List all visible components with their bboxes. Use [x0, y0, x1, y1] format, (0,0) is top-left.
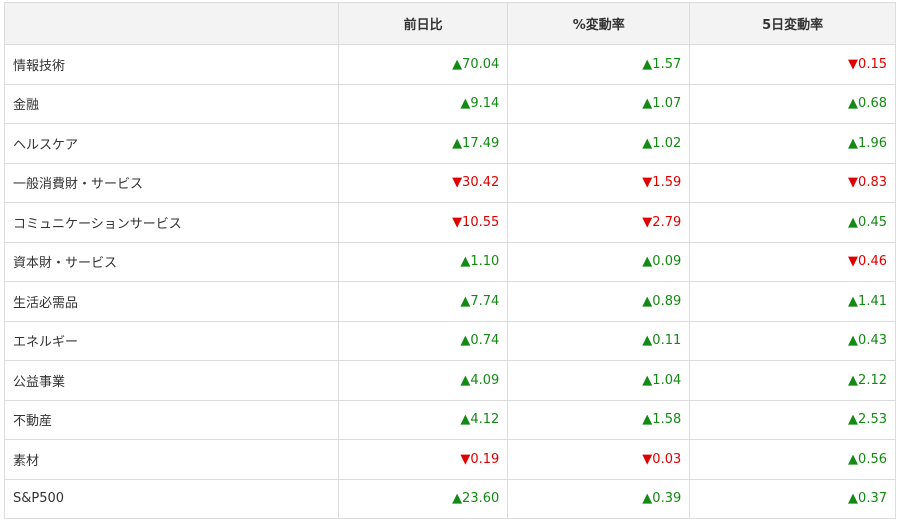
change-value: ▲0.45 [689, 202, 896, 243]
change-value: ▼30.42 [337, 162, 509, 203]
change-value: ▼10.55 [337, 202, 509, 243]
sector-name: 資本財・サービス [4, 241, 339, 282]
change-value: ▲0.68 [689, 83, 896, 124]
table-row: 素材 ▼0.19 ▼0.03 ▲0.56 [4, 439, 896, 480]
header-row: 前日比 %変動率 5日変動率 [4, 2, 896, 45]
change-value: ▲0.11 [507, 320, 691, 361]
change-value: ▼0.46 [689, 241, 896, 282]
change-value: ▲2.53 [689, 399, 896, 440]
change-value: ▲0.39 [507, 478, 691, 519]
sector-table: 前日比 %変動率 5日変動率 情報技術 ▲70.04 ▲1.57 ▼0.15 金融 ▲9.14… [4, 2, 896, 519]
change-value: ▲1.10 [337, 241, 509, 282]
table-body: 情報技術 ▲70.04 ▲1.57 ▼0.15 金融 ▲9.14 ▲1.07 ▲0.68 ヘルス… [4, 44, 896, 519]
sector-name: エネルギー [4, 320, 339, 361]
sector-name: ヘルスケア [4, 123, 339, 164]
change-value: ▲1.57 [507, 44, 691, 85]
table-row: 生活必需品 ▲7.74 ▲0.89 ▲1.41 [4, 281, 896, 322]
sector-name: S&P500 [4, 478, 339, 519]
table-row: 金融 ▲9.14 ▲1.07 ▲0.68 [4, 83, 896, 124]
sector-name: 生活必需品 [4, 281, 339, 322]
change-value: ▲1.58 [507, 399, 691, 440]
column-header: 前日比 [337, 2, 509, 45]
table-row: ヘルスケア ▲17.49 ▲1.02 ▲1.96 [4, 123, 896, 164]
table-head: 前日比 %変動率 5日変動率 [4, 2, 896, 45]
change-value: ▲1.04 [507, 360, 691, 401]
change-value: ▲0.43 [689, 320, 896, 361]
change-value: ▲7.74 [337, 281, 509, 322]
change-value: ▼0.83 [689, 162, 896, 203]
sector-name: コミュニケーションサービス [4, 202, 339, 243]
column-header: 5日変動率 [689, 2, 896, 45]
change-value: ▲0.89 [507, 281, 691, 322]
change-value: ▲23.60 [337, 478, 509, 519]
change-value: ▼1.59 [507, 162, 691, 203]
table-row: 一般消費財・サービス ▼30.42 ▼1.59 ▼0.83 [4, 162, 896, 203]
sector-name: 不動産 [4, 399, 339, 440]
sector-name: 公益事業 [4, 360, 339, 401]
change-value: ▲0.37 [689, 478, 896, 519]
change-value: ▲4.09 [337, 360, 509, 401]
change-value: ▲9.14 [337, 83, 509, 124]
table-row: エネルギー ▲0.74 ▲0.11 ▲0.43 [4, 320, 896, 361]
change-value: ▲0.74 [337, 320, 509, 361]
change-value: ▼0.15 [689, 44, 896, 85]
change-value: ▲17.49 [337, 123, 509, 164]
change-value: ▲1.96 [689, 123, 896, 164]
change-value: ▲1.41 [689, 281, 896, 322]
change-value: ▲2.12 [689, 360, 896, 401]
table-row: 不動産 ▲4.12 ▲1.58 ▲2.53 [4, 399, 896, 440]
column-header: %変動率 [507, 2, 691, 45]
change-value: ▲1.02 [507, 123, 691, 164]
change-value: ▲0.56 [689, 439, 896, 480]
change-value: ▼0.03 [507, 439, 691, 480]
sector-name: 一般消費財・サービス [4, 162, 339, 203]
table-row: 公益事業 ▲4.09 ▲1.04 ▲2.12 [4, 360, 896, 401]
table-row: S&P500 ▲23.60 ▲0.39 ▲0.37 [4, 478, 896, 519]
change-value: ▲70.04 [337, 44, 509, 85]
change-value: ▼2.79 [507, 202, 691, 243]
sector-name: 情報技術 [4, 44, 339, 85]
table-row: 資本財・サービス ▲1.10 ▲0.09 ▼0.46 [4, 241, 896, 282]
change-value: ▼0.19 [337, 439, 509, 480]
sector-name: 金融 [4, 83, 339, 124]
table-row: 情報技術 ▲70.04 ▲1.57 ▼0.15 [4, 44, 896, 85]
sector-name: 素材 [4, 439, 339, 480]
column-header [4, 2, 339, 45]
change-value: ▲1.07 [507, 83, 691, 124]
change-value: ▲0.09 [507, 241, 691, 282]
table-row: コミュニケーションサービス ▼10.55 ▼2.79 ▲0.45 [4, 202, 896, 243]
change-value: ▲4.12 [337, 399, 509, 440]
